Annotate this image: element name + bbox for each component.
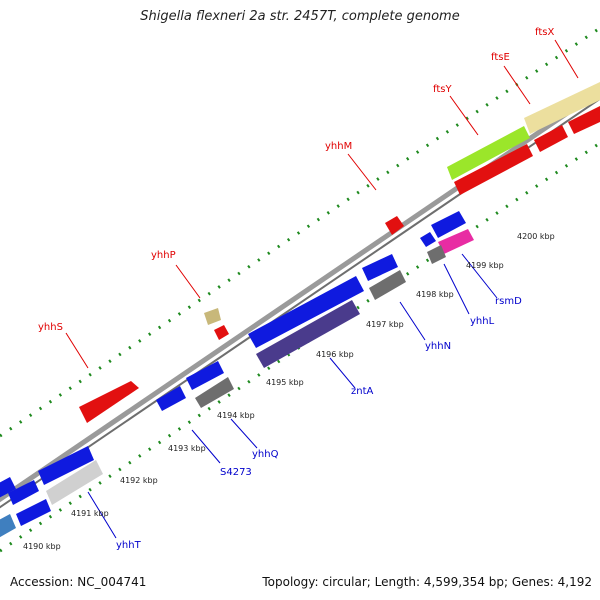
label-yhhS: yhhS [38,322,63,333]
gene-ftsY-red[interactable] [454,144,533,195]
kbp-label: 4194 kbp [217,411,255,420]
gene-S4273[interactable] [156,386,186,411]
gene-4190-steel[interactable] [0,514,16,540]
gene-yhhQ-blue[interactable] [186,361,224,390]
kbp-label: 4192 kbp [120,476,158,485]
kbp-label: 4200 kbp [517,232,555,241]
kbp-label: 4198 kbp [416,290,454,299]
kbp-label: 4191 kbp [71,509,109,518]
kbp-label: 4196 kbp [316,350,354,359]
gene-rsmD-magenta[interactable] [438,229,474,254]
label-yhhL: yhhL [470,316,495,327]
bottom-label-leaders [87,253,498,539]
label-rsmD: rsmD [495,296,522,307]
gene-yhhP-small[interactable] [204,308,221,325]
kbp-label: 4193 kbp [168,444,206,453]
label-yhhM: yhhM [325,141,352,152]
tick-track-bottom [0,141,600,553]
gene-4190-blue[interactable] [0,477,16,500]
gene-yhhT-grey[interactable] [46,460,103,505]
genome-backbone-outer [0,87,600,503]
gene-4191-blue-b[interactable] [16,499,51,526]
gene-yhhQ-grey[interactable] [195,377,234,408]
gene-yhhN-grey[interactable] [369,270,406,300]
kbp-label: 4197 kbp [366,320,404,329]
label-ftsX: ftsX [535,27,554,38]
gene-yhhT-blue[interactable] [38,446,94,485]
label-yhhN: yhhN [425,341,451,352]
gene-ftsX-red[interactable] [568,106,600,134]
label-ftsY: ftsY [433,84,452,95]
gene-yhhP-red[interactable] [214,325,229,340]
label-S4273: S4273 [220,467,252,478]
gene-yhhM-arrow[interactable] [385,216,404,235]
top-label-leaders [65,39,579,369]
gene-zntA-purple[interactable] [256,300,360,368]
topology-text: Topology: circular; Length: 4,599,354 bp… [262,575,592,589]
label-ftsE: ftsE [491,52,510,63]
gene-yhhL-blue[interactable] [431,211,466,238]
gene-ftsX-beige[interactable] [524,82,600,134]
gene-ftsY-green[interactable] [447,126,530,180]
label-yhhT: yhhT [116,540,142,551]
label-zntA: zntA [351,386,374,397]
kbp-scale: 4190 kbp 4191 kbp 4192 kbp 4193 kbp 4194… [23,232,555,551]
top-gene-track [79,82,600,423]
gene-yhhS-arrow[interactable] [79,381,139,423]
label-yhhP: yhhP [151,250,176,261]
kbp-label: 4195 kbp [266,378,304,387]
accession-text: Accession: NC_004741 [10,575,147,589]
gene-yhhN-blue[interactable] [362,254,398,281]
gene-yhhL-small[interactable] [420,232,436,247]
tick-track-top [0,26,600,438]
gene-ftsE-red[interactable] [534,125,568,152]
gene-rsmD-grey[interactable] [427,245,446,264]
gene-zntA-blue[interactable] [248,276,364,348]
gene-4191-blue-a[interactable] [8,480,39,505]
kbp-label: 4199 kbp [466,261,504,270]
kbp-label: 4190 kbp [23,542,61,551]
label-yhhQ: yhhQ [252,449,279,460]
bottom-gene-track [0,211,474,540]
map-title: Shigella flexneri 2a str. 2457T, complet… [140,9,460,24]
